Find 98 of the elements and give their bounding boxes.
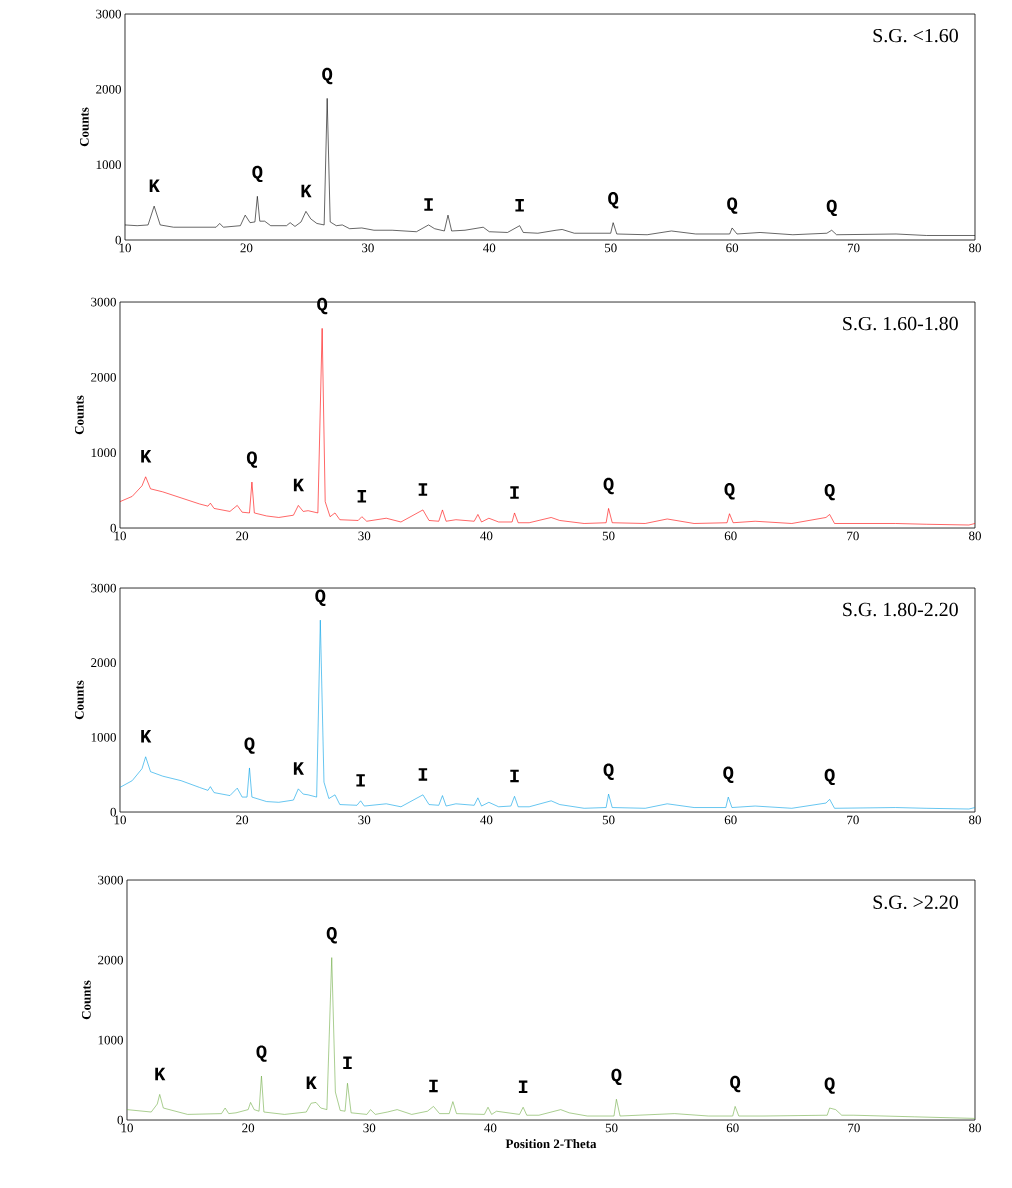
x-tick-label: 80 — [969, 1123, 981, 1133]
annotation: Q — [244, 737, 255, 754]
annotation: K — [293, 478, 305, 492]
x-tick-label: 30 — [363, 1123, 376, 1133]
x-tick-label: 30 — [362, 243, 374, 253]
x-tick-label: 70 — [847, 531, 859, 541]
annotation: Q — [730, 1075, 741, 1093]
x-tick-label: 20 — [236, 531, 249, 541]
x-tick-label: 60 — [726, 1123, 739, 1133]
x-tick-label: 70 — [847, 243, 860, 253]
annotation: Q — [608, 192, 619, 209]
annotation: K — [301, 184, 312, 198]
annotation: Q — [723, 766, 734, 783]
y-tick-label: 1000 — [98, 1035, 123, 1045]
annotation: Q — [317, 297, 328, 315]
x-tick-label: 20 — [240, 243, 253, 253]
line-series — [126, 957, 976, 1119]
annotation: I — [429, 1079, 438, 1093]
y-tick-label: 3000 — [91, 297, 116, 307]
annotation: K — [141, 450, 152, 463]
x-tick-label: 10 — [114, 815, 126, 825]
y-axis-title: Counts — [75, 395, 84, 435]
annotation: Q — [603, 763, 614, 780]
y-tick-label: 1000 — [91, 448, 116, 458]
y-tick-label: 0 — [110, 807, 116, 817]
x-tick-label: 60 — [726, 243, 739, 253]
annotation: Q — [826, 199, 837, 217]
x-tick-label: 60 — [724, 531, 737, 541]
y-axis-title: Counts — [75, 680, 84, 720]
x-tick-label: 20 — [236, 815, 249, 825]
annotation: Q — [322, 67, 333, 85]
x-tick-label: 80 — [969, 815, 981, 825]
x-tick-label: 80 — [969, 531, 981, 541]
y-axis-title: Counts — [80, 107, 89, 147]
annotation: Q — [727, 197, 738, 214]
text: S.G. 1.80-2.20 — [843, 602, 958, 617]
x-tick-label: 30 — [358, 531, 371, 541]
annotation: Q — [824, 768, 835, 786]
x-tick-label: 50 — [602, 815, 615, 825]
annotation: I — [418, 483, 428, 496]
x-axis-title: Position 2-Theta — [505, 1139, 597, 1149]
y-tick-label: 1000 — [91, 732, 116, 742]
x-tick-label: 40 — [484, 1123, 497, 1133]
y-tick-label: 3000 — [98, 875, 123, 885]
x-tick-label: 50 — [604, 243, 617, 253]
y-tick-label: 2000 — [98, 955, 123, 965]
annotation: K — [293, 762, 305, 775]
y-tick-label: 2000 — [96, 84, 121, 94]
y-tick-label: 0 — [117, 1115, 123, 1125]
annotation: I — [518, 1080, 528, 1094]
x-tick-label: 10 — [121, 1123, 133, 1133]
annotation: Q — [246, 451, 258, 468]
text: S.G. 1.60-1.80 — [843, 316, 958, 331]
annotation: I — [357, 490, 367, 503]
annotation: I — [515, 199, 524, 212]
y-tick-label: 2000 — [91, 372, 116, 382]
annotation: Q — [611, 1068, 622, 1086]
annotation: Q — [256, 1045, 267, 1062]
annotation: Q — [824, 1077, 835, 1094]
x-tick-label: 10 — [114, 531, 126, 541]
annotation: I — [510, 486, 519, 499]
y-tick-label: 3000 — [91, 583, 116, 593]
x-tick-label: 70 — [848, 1123, 860, 1133]
line-series — [119, 619, 976, 810]
annotation: K — [306, 1076, 317, 1090]
x-tick-label: 50 — [605, 1123, 618, 1133]
annotation: I — [510, 769, 519, 783]
x-tick-label: 50 — [602, 531, 615, 541]
annotation: Q — [724, 483, 735, 500]
text: S.G. >2.20 — [873, 895, 958, 910]
y-tick-label: 0 — [110, 523, 116, 533]
x-tick-label: 10 — [119, 243, 131, 253]
y-tick-label: 3000 — [96, 9, 121, 19]
annotation: Q — [603, 477, 614, 495]
x-tick-label: 40 — [480, 531, 493, 541]
x-tick-label: 80 — [969, 243, 981, 253]
text: S.G. <1.60 — [873, 28, 958, 43]
annotation: K — [149, 179, 160, 192]
y-tick-label: 1000 — [96, 160, 121, 170]
y-tick-label: 2000 — [91, 658, 116, 668]
x-tick-label: 60 — [724, 815, 737, 825]
annotation: I — [418, 768, 428, 781]
annotation: I — [424, 198, 433, 211]
annotation: I — [343, 1056, 352, 1070]
x-tick-label: 40 — [480, 815, 493, 825]
x-tick-label: 20 — [242, 1123, 255, 1133]
y-axis-title: Counts — [82, 980, 91, 1020]
annotation: K — [155, 1067, 166, 1081]
x-tick-label: 70 — [847, 815, 859, 825]
y-tick-label: 0 — [115, 235, 121, 245]
annotation: Q — [326, 927, 337, 944]
annotation: I — [356, 774, 365, 787]
x-tick-label: 40 — [483, 243, 496, 253]
annotation: Q — [315, 589, 326, 606]
annotation: K — [141, 730, 152, 743]
x-tick-label: 30 — [358, 815, 371, 825]
annotation: Q — [252, 165, 263, 183]
annotation: Q — [824, 483, 835, 501]
